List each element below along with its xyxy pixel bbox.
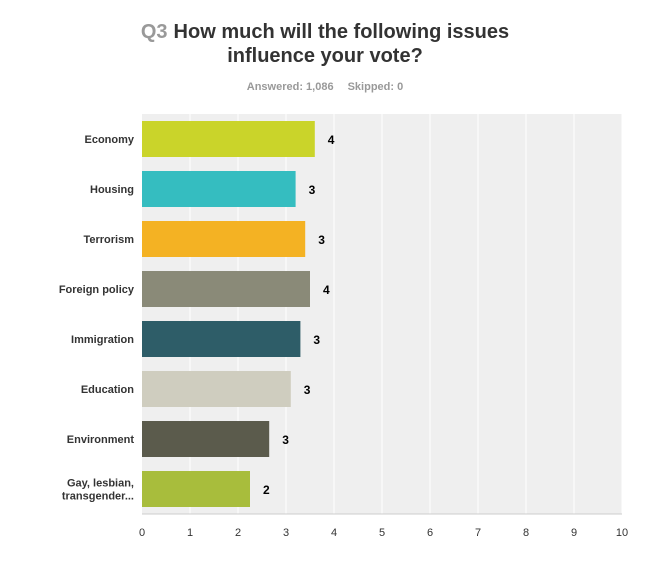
- bar: [142, 121, 315, 157]
- data-label: 2: [263, 483, 270, 497]
- category-label: Economy: [84, 134, 134, 146]
- data-label: 3: [318, 233, 325, 247]
- title-line-1: How much will the following issues: [173, 21, 510, 43]
- category-label: Foreign policy: [59, 284, 135, 296]
- x-tick-label: 1: [187, 527, 193, 539]
- x-tick-label: 7: [475, 527, 481, 539]
- answered-count: Answered: 1,086: [246, 81, 334, 93]
- chart-title: Q3 How much will the following issues inf…: [0, 20, 650, 68]
- x-tick-label: 3: [283, 527, 289, 539]
- skipped-count: Skipped: 0: [347, 81, 404, 93]
- bar: [142, 421, 270, 457]
- category-label: Environment: [67, 434, 135, 446]
- x-tick-label: 6: [427, 527, 433, 539]
- response-stats: Answered: 1,086 Skipped: 0: [0, 81, 650, 93]
- bar: [142, 271, 310, 307]
- category-label: Gay, lesbian,: [67, 478, 134, 490]
- data-label: 3: [313, 333, 320, 347]
- data-label: 3: [282, 433, 289, 447]
- x-tick-label: 10: [616, 527, 628, 539]
- bar: [142, 321, 301, 357]
- bar: [142, 171, 296, 207]
- bar: [142, 371, 291, 407]
- category-label: Terrorism: [83, 234, 134, 246]
- x-tick-label: 5: [379, 527, 385, 539]
- data-label: 4: [328, 133, 335, 147]
- category-label: transgender...: [62, 491, 134, 503]
- data-label: 3: [304, 383, 311, 397]
- category-label: Immigration: [71, 334, 134, 346]
- category-label: Education: [81, 384, 134, 396]
- title-line-2: influence your vote?: [227, 45, 423, 67]
- x-tick-label: 8: [523, 527, 529, 539]
- x-tick-label: 0: [139, 527, 145, 539]
- bar: [142, 471, 250, 507]
- x-tick-label: 2: [235, 527, 241, 539]
- question-number: Q3: [140, 21, 168, 43]
- data-label: 3: [309, 183, 316, 197]
- x-tick-label: 9: [571, 527, 577, 539]
- x-tick-label: 4: [331, 527, 337, 539]
- category-label: Housing: [90, 184, 134, 196]
- bar: [142, 221, 306, 257]
- data-label: 4: [323, 283, 330, 297]
